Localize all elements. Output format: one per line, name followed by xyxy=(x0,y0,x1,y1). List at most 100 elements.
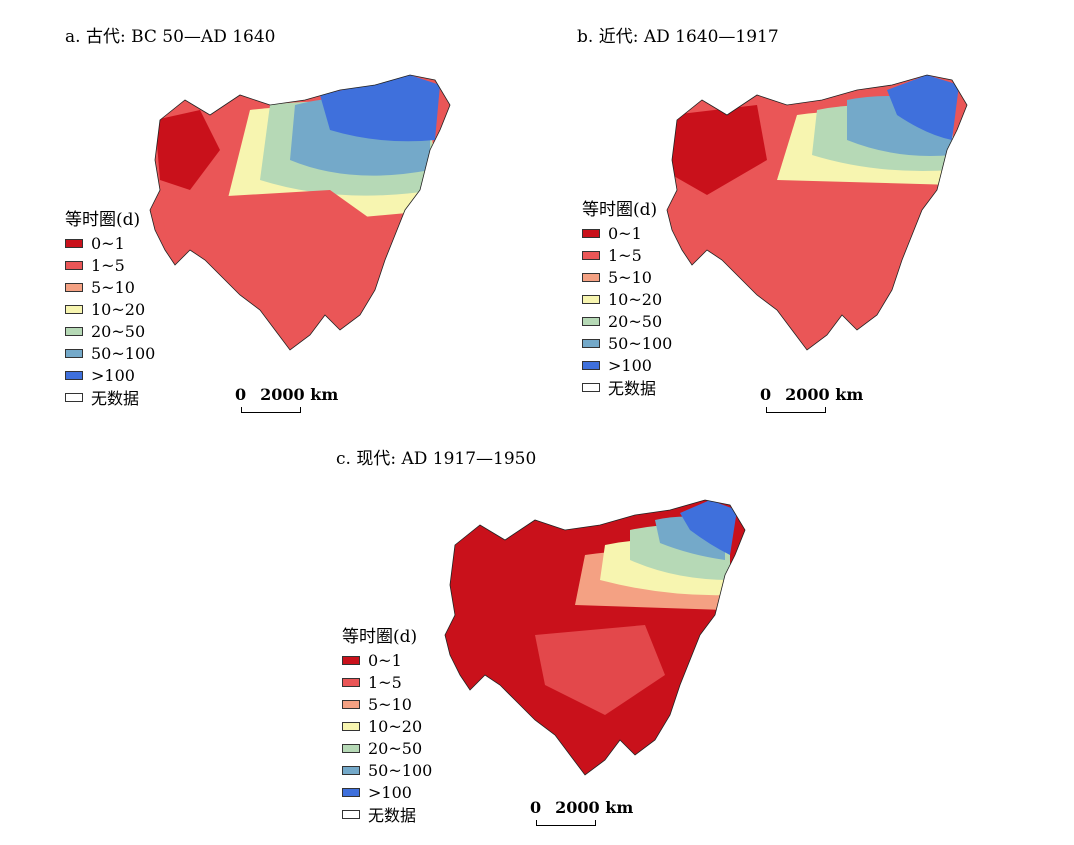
legend-swatch xyxy=(342,787,360,797)
legend-swatch xyxy=(342,743,360,753)
legend-label: 20~50 xyxy=(368,738,423,758)
legend-label: >100 xyxy=(91,365,135,385)
legend-swatch xyxy=(65,348,83,358)
panel-b: b. 近代: AD 1640—1917 等时圈(d) 0~1 1~5 5~10 10~… xyxy=(537,0,1074,430)
legend-swatch xyxy=(582,228,600,238)
scale-bar-a: 0 2000 km xyxy=(235,385,339,413)
legend-swatch xyxy=(582,294,600,304)
legend-label: 50~100 xyxy=(608,333,673,353)
legend-label: 无数据 xyxy=(91,389,140,408)
legend-label: 10~20 xyxy=(368,716,423,736)
legend-swatch xyxy=(65,326,83,336)
legend-swatch xyxy=(65,304,83,314)
zone-0-1-core xyxy=(672,105,767,195)
legend-swatch xyxy=(342,809,360,819)
legend-swatch xyxy=(342,765,360,775)
legend-item: 1~5 xyxy=(342,671,432,693)
legend-item: 10~20 xyxy=(342,715,432,737)
legend-item: 无数据 xyxy=(342,803,432,825)
legend-label: 1~5 xyxy=(91,255,125,275)
legend-a: 等时圈(d) 0~1 1~5 5~10 10~20 20~50 50~100 >100 无数据 xyxy=(65,205,155,408)
scale-distance: 2000 km xyxy=(785,385,864,404)
legend-item: 无数据 xyxy=(65,386,155,408)
scale-bar-b: 0 2000 km xyxy=(760,385,864,413)
coastline xyxy=(666,74,968,351)
legend-label: 50~100 xyxy=(368,760,433,780)
legend-swatch xyxy=(65,238,83,248)
legend-label: 无数据 xyxy=(368,806,417,825)
legend-title: 等时圈(d) xyxy=(342,627,418,647)
legend-label: 5~10 xyxy=(608,267,652,287)
legend-item: >100 xyxy=(65,364,155,386)
coastline xyxy=(444,499,746,776)
legend-rows: 0~1 1~5 5~10 10~20 20~50 50~100 >100 无数据 xyxy=(342,649,432,825)
legend-label: 0~1 xyxy=(608,223,642,243)
scale-bar-c: 0 2000 km xyxy=(530,798,634,826)
legend-swatch xyxy=(65,370,83,380)
legend-label: 5~10 xyxy=(91,277,135,297)
map-c xyxy=(444,499,746,776)
legend-b: 等时圈(d) 0~1 1~5 5~10 10~20 20~50 50~100 >100 无数据 xyxy=(582,195,672,398)
zone-0-1-core xyxy=(155,110,220,190)
legend-item: 5~10 xyxy=(342,693,432,715)
panel-c: c. 现代: AD 1917—1950 等时圈(d) 0~1 1~5 5~10 10~… xyxy=(260,430,797,845)
legend-swatch xyxy=(342,721,360,731)
legend-swatch xyxy=(582,338,600,348)
legend-label: 1~5 xyxy=(608,245,642,265)
legend-item: 0~1 xyxy=(342,649,432,671)
legend-item: >100 xyxy=(342,781,432,803)
scale-distance: 2000 km xyxy=(260,385,339,404)
zone-1-5 xyxy=(160,190,400,350)
scale-line xyxy=(766,407,826,413)
legend-item: >100 xyxy=(582,354,672,376)
legend-item: 1~5 xyxy=(582,244,672,266)
zone-gt100 xyxy=(680,500,737,555)
legend-label: 50~100 xyxy=(91,343,156,363)
legend-c: 等时圈(d) 0~1 1~5 5~10 10~20 20~50 50~100 >100 无数据 xyxy=(342,622,432,825)
map-a xyxy=(149,74,451,351)
legend-swatch xyxy=(582,250,600,260)
legend-label: >100 xyxy=(608,355,652,375)
scale-line xyxy=(536,820,596,826)
legend-label: 5~10 xyxy=(368,694,412,714)
scale-line xyxy=(241,407,301,413)
legend-item: 0~1 xyxy=(65,232,155,254)
legend-item: 20~50 xyxy=(65,320,155,342)
legend-label: 10~20 xyxy=(608,289,663,309)
scale-distance: 2000 km xyxy=(555,798,634,817)
legend-swatch xyxy=(342,655,360,665)
legend-item: 50~100 xyxy=(342,759,432,781)
scale-zero: 0 xyxy=(760,385,772,404)
legend-label: 0~1 xyxy=(368,650,402,670)
legend-item: 1~5 xyxy=(65,254,155,276)
legend-rows: 0~1 1~5 5~10 10~20 20~50 50~100 >100 无数据 xyxy=(582,222,672,398)
legend-label: 0~1 xyxy=(91,233,125,253)
zone-gt100 xyxy=(887,75,959,140)
legend-item: 5~10 xyxy=(582,266,672,288)
legend-item: 10~20 xyxy=(582,288,672,310)
panel-a: a. 古代: BC 50—AD 1640 等时圈(d) 0~1 1~5 5~10 10… xyxy=(0,0,537,430)
map-b xyxy=(666,74,968,351)
panel-b-title: b. 近代: AD 1640—1917 xyxy=(577,27,779,47)
legend-label: 无数据 xyxy=(608,379,657,398)
legend-item: 50~100 xyxy=(582,332,672,354)
legend-item: 5~10 xyxy=(65,276,155,298)
legend-item: 无数据 xyxy=(582,376,672,398)
legend-item: 50~100 xyxy=(65,342,155,364)
legend-swatch xyxy=(582,272,600,282)
legend-label: 20~50 xyxy=(608,311,663,331)
legend-title: 等时圈(d) xyxy=(582,200,658,220)
legend-item: 10~20 xyxy=(65,298,155,320)
scale-zero: 0 xyxy=(235,385,247,404)
scale-zero: 0 xyxy=(530,798,542,817)
zone-gt100 xyxy=(320,75,440,142)
legend-label: 10~20 xyxy=(91,299,146,319)
legend-item: 20~50 xyxy=(342,737,432,759)
legend-swatch xyxy=(582,360,600,370)
legend-swatch xyxy=(582,316,600,326)
panel-c-title: c. 现代: AD 1917—1950 xyxy=(336,449,537,469)
legend-label: 1~5 xyxy=(368,672,402,692)
legend-item: 0~1 xyxy=(582,222,672,244)
panel-a-title: a. 古代: BC 50—AD 1640 xyxy=(65,27,276,47)
legend-label: 20~50 xyxy=(91,321,146,341)
